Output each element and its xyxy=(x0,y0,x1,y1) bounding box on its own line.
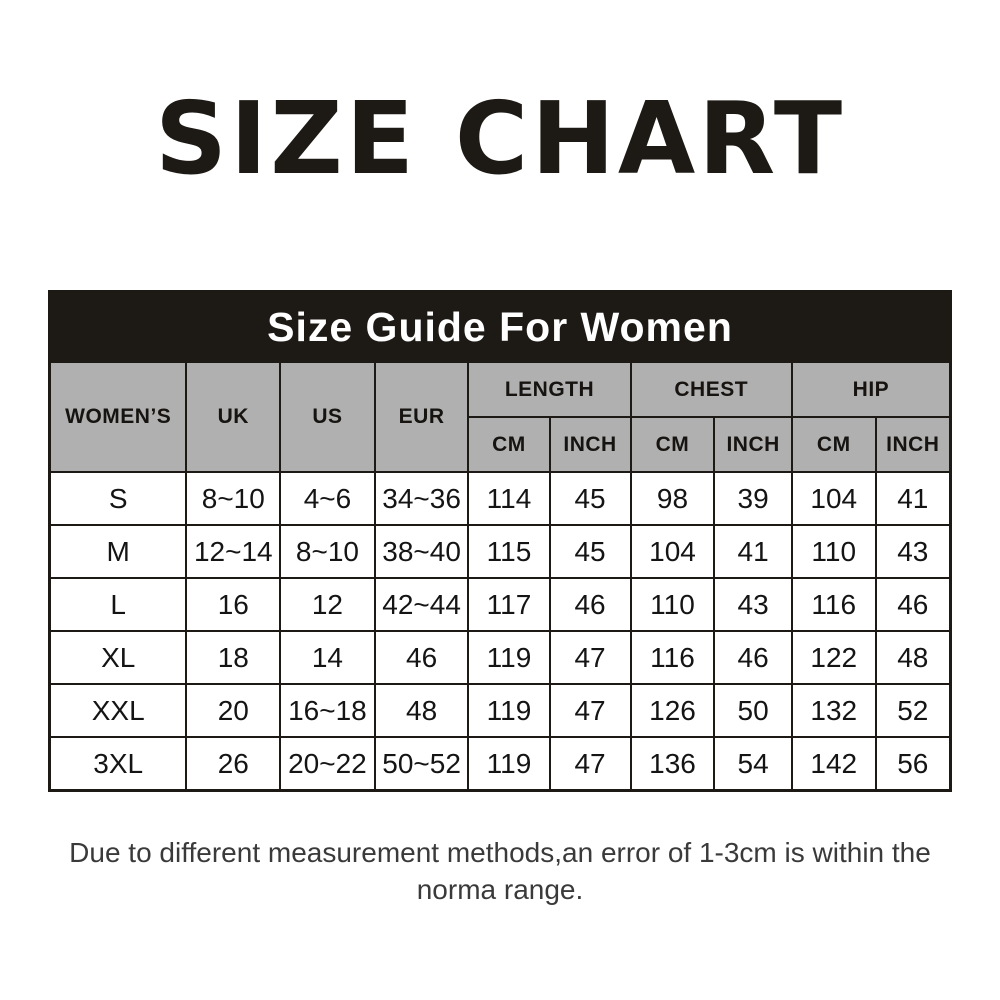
page-title: SIZE CHART xyxy=(154,80,846,197)
unit-header-chest-cm: CM xyxy=(629,416,716,473)
eur-cell: 46 xyxy=(373,630,470,685)
unit-header-hip-inch: INCH xyxy=(874,416,952,473)
hip-cm-cell: 116 xyxy=(790,577,877,632)
unit-header-length-cm: CM xyxy=(467,416,551,473)
hip-inch-cell: 48 xyxy=(874,630,952,685)
hip-cm-cell: 142 xyxy=(790,736,877,792)
us-cell: 16~18 xyxy=(279,683,376,738)
header-us: US xyxy=(279,361,376,473)
chest-inch-cell: 46 xyxy=(713,630,793,685)
length-cm-cell: 119 xyxy=(467,736,551,792)
chest-cm-cell: 136 xyxy=(629,736,716,792)
table-row-xxl: XXL 20 16~18 48 119 47 126 50 132 52 xyxy=(48,683,952,738)
hip-inch-cell: 41 xyxy=(874,471,952,526)
table-title-row: Size Guide For Women xyxy=(48,290,952,363)
chest-cm-cell: 126 xyxy=(629,683,716,738)
uk-cell: 20 xyxy=(185,683,282,738)
length-cm-cell: 119 xyxy=(467,630,551,685)
footer-note: Due to different measurement methods,an … xyxy=(69,837,931,906)
unit-header-chest-inch: INCH xyxy=(713,416,793,473)
chest-cm-cell: 98 xyxy=(629,471,716,526)
eur-cell: 50~52 xyxy=(373,736,470,792)
uk-cell: 16 xyxy=(185,577,282,632)
unit-header-row: CM INCH CM INCH CM INCH xyxy=(50,416,952,473)
length-inch-cell: 47 xyxy=(548,736,632,792)
uk-cell: 8~10 xyxy=(185,471,282,526)
chest-cm-cell: 104 xyxy=(629,524,716,579)
hip-inch-cell: 56 xyxy=(874,736,952,792)
length-inch-cell: 45 xyxy=(548,471,632,526)
header-womens: WOMEN’S xyxy=(48,361,188,473)
table-row-3xl: 3XL 26 20~22 50~52 119 47 136 54 142 56 xyxy=(48,736,952,792)
chest-inch-cell: 41 xyxy=(713,524,793,579)
uk-cell: 26 xyxy=(185,736,282,792)
length-cm-cell: 114 xyxy=(467,471,551,526)
chest-cm-cell: 110 xyxy=(629,577,716,632)
length-inch-cell: 45 xyxy=(548,524,632,579)
group-header-row: WOMEN’S UK US EUR LENGTH CHEST HIP xyxy=(48,361,952,473)
length-inch-cell: 46 xyxy=(548,577,632,632)
size-cell: XXL xyxy=(48,683,188,738)
table-row-s: S 8~10 4~6 34~36 114 45 98 39 104 41 xyxy=(48,471,952,526)
length-inch-cell: 47 xyxy=(548,683,632,738)
eur-cell: 42~44 xyxy=(373,577,470,632)
table-title: Size Guide For Women xyxy=(48,290,952,363)
hip-inch-cell: 43 xyxy=(874,524,952,579)
header-hip: HIP xyxy=(790,361,952,418)
chest-inch-cell: 43 xyxy=(713,577,793,632)
size-cell: L xyxy=(48,577,188,632)
us-cell: 12 xyxy=(279,577,376,632)
chest-inch-cell: 39 xyxy=(713,471,793,526)
size-guide-table: Size Guide For Women WOMEN’S UK US EUR L… xyxy=(48,290,952,792)
hip-cm-cell: 110 xyxy=(790,524,877,579)
us-cell: 4~6 xyxy=(279,471,376,526)
us-cell: 14 xyxy=(279,630,376,685)
chest-cm-cell: 116 xyxy=(629,630,716,685)
eur-cell: 48 xyxy=(373,683,470,738)
size-cell: 3XL xyxy=(48,736,188,792)
chest-inch-cell: 54 xyxy=(713,736,793,792)
uk-cell: 18 xyxy=(185,630,282,685)
hip-inch-cell: 52 xyxy=(874,683,952,738)
table-row-l: L 16 12 42~44 117 46 110 43 116 46 xyxy=(48,577,952,632)
length-cm-cell: 115 xyxy=(467,524,551,579)
table-row-m: M 12~14 8~10 38~40 115 45 104 41 110 43 xyxy=(48,524,952,579)
hip-inch-cell: 46 xyxy=(874,577,952,632)
chest-inch-cell: 50 xyxy=(713,683,793,738)
us-cell: 8~10 xyxy=(279,524,376,579)
size-cell: M xyxy=(48,524,188,579)
hip-cm-cell: 132 xyxy=(790,683,877,738)
unit-header-length-inch: INCH xyxy=(548,416,632,473)
length-cm-cell: 119 xyxy=(467,683,551,738)
unit-header-hip-cm: CM xyxy=(790,416,877,473)
header-eur: EUR xyxy=(373,361,470,473)
header-uk: UK xyxy=(185,361,282,473)
header-chest: CHEST xyxy=(629,361,793,418)
size-cell: S xyxy=(48,471,188,526)
eur-cell: 34~36 xyxy=(373,471,470,526)
hip-cm-cell: 122 xyxy=(790,630,877,685)
uk-cell: 12~14 xyxy=(185,524,282,579)
header-length: LENGTH xyxy=(467,361,632,418)
length-cm-cell: 117 xyxy=(467,577,551,632)
length-inch-cell: 47 xyxy=(548,630,632,685)
hip-cm-cell: 104 xyxy=(790,471,877,526)
eur-cell: 38~40 xyxy=(373,524,470,579)
us-cell: 20~22 xyxy=(279,736,376,792)
size-cell: XL xyxy=(48,630,188,685)
table-row-xl: XL 18 14 46 119 47 116 46 122 48 xyxy=(48,630,952,685)
